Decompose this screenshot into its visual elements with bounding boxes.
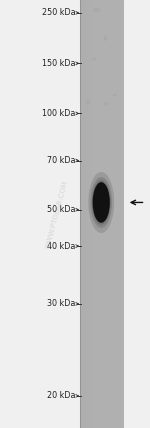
Bar [85,0,86,428]
Bar [80,0,82,428]
Text: 20 kDa: 20 kDa [47,391,76,401]
Text: 70 kDa: 70 kDa [47,156,76,165]
Bar [92,0,93,428]
Bar [80,0,123,428]
Bar [113,0,114,428]
Ellipse shape [92,180,111,225]
Ellipse shape [93,182,110,223]
Bar [94,0,96,428]
Bar [103,0,105,428]
Ellipse shape [93,8,100,12]
Bar [114,0,116,428]
Bar [96,0,97,428]
Text: 100 kDa: 100 kDa [42,109,76,118]
Ellipse shape [104,35,107,41]
Bar [99,0,100,428]
Bar [104,0,106,428]
Bar [90,0,92,428]
Ellipse shape [88,172,114,233]
Ellipse shape [113,94,117,97]
Text: 250 kDa: 250 kDa [42,8,76,18]
Text: 50 kDa: 50 kDa [47,205,76,214]
Bar [116,0,117,428]
Bar [110,0,112,428]
Bar [112,0,113,428]
Bar [93,0,94,428]
Ellipse shape [104,102,108,106]
Bar [86,0,87,428]
Text: 150 kDa: 150 kDa [42,59,76,68]
Text: 40 kDa: 40 kDa [47,241,76,251]
Bar [120,0,122,428]
Bar [102,0,103,428]
Ellipse shape [86,99,90,105]
Bar [82,0,83,428]
Text: 30 kDa: 30 kDa [47,299,76,309]
Bar [89,0,90,428]
Bar [97,0,99,428]
Bar [100,0,102,428]
Bar [119,0,120,428]
Bar [117,0,119,428]
Text: WWW.PTGLAB.COM: WWW.PTGLAB.COM [45,179,69,249]
Bar [83,0,85,428]
Bar [87,0,89,428]
Bar [109,0,110,428]
Bar [122,0,123,428]
Ellipse shape [91,57,97,61]
Bar [107,0,109,428]
Ellipse shape [90,177,112,228]
Bar [106,0,107,428]
